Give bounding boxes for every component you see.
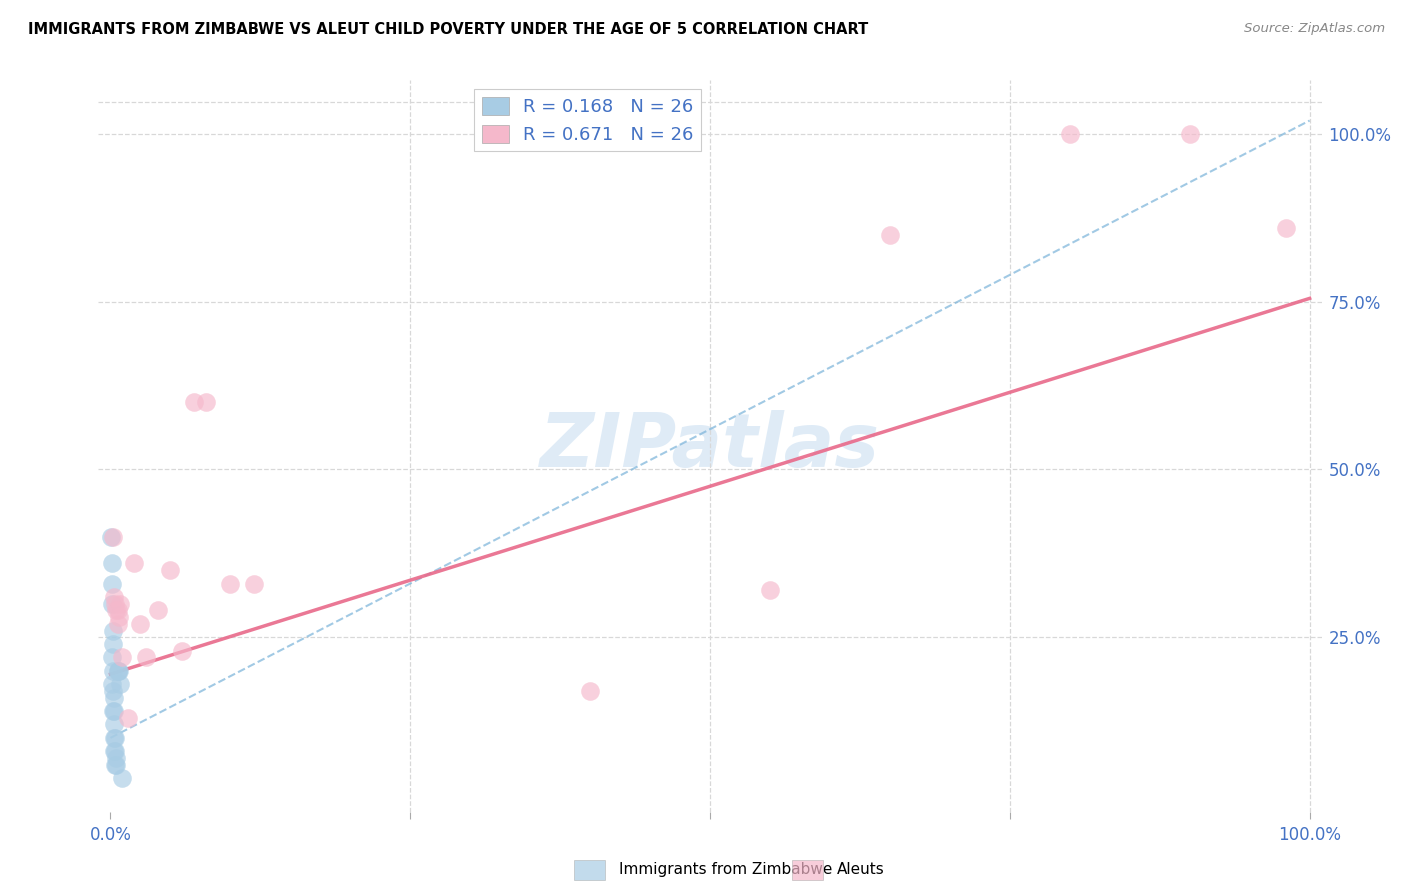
Point xyxy=(100,597,122,611)
Point xyxy=(103,731,125,745)
Point xyxy=(105,751,128,765)
Text: Aleuts: Aleuts xyxy=(837,863,884,877)
Legend: R = 0.168   N = 26, R = 0.671   N = 26: R = 0.168 N = 26, R = 0.671 N = 26 xyxy=(474,89,700,152)
Point xyxy=(108,664,131,678)
Point xyxy=(1178,127,1201,141)
Point xyxy=(172,643,194,657)
Point xyxy=(103,590,125,604)
Point xyxy=(101,530,124,544)
Point xyxy=(195,395,218,409)
Point xyxy=(105,603,128,617)
Point xyxy=(108,597,131,611)
Point xyxy=(103,690,125,705)
Text: ZIPatlas: ZIPatlas xyxy=(540,409,880,483)
Point xyxy=(108,677,131,691)
Text: Source: ZipAtlas.com: Source: ZipAtlas.com xyxy=(1244,22,1385,36)
Point xyxy=(101,704,124,718)
Point xyxy=(105,757,128,772)
Point xyxy=(148,603,170,617)
Point xyxy=(219,576,242,591)
Point xyxy=(104,744,127,758)
Point xyxy=(100,530,122,544)
Point xyxy=(579,684,602,698)
Point xyxy=(103,704,125,718)
Point xyxy=(101,624,124,638)
Text: IMMIGRANTS FROM ZIMBABWE VS ALEUT CHILD POVERTY UNDER THE AGE OF 5 CORRELATION C: IMMIGRANTS FROM ZIMBABWE VS ALEUT CHILD … xyxy=(28,22,869,37)
Point xyxy=(104,731,127,745)
Point xyxy=(107,603,129,617)
Point xyxy=(1059,127,1081,141)
Point xyxy=(101,664,124,678)
Point xyxy=(103,717,125,731)
Point xyxy=(101,637,124,651)
Point xyxy=(107,664,129,678)
Point xyxy=(117,711,139,725)
Point xyxy=(243,576,266,591)
Point xyxy=(104,757,127,772)
Point xyxy=(101,684,124,698)
Point xyxy=(107,616,129,631)
Point xyxy=(183,395,205,409)
Point xyxy=(111,771,134,785)
Text: Immigrants from Zimbabwe: Immigrants from Zimbabwe xyxy=(619,863,832,877)
Point xyxy=(1274,221,1296,235)
Point xyxy=(135,650,157,665)
Point xyxy=(101,650,124,665)
Point xyxy=(759,583,782,598)
Point xyxy=(107,664,129,678)
Point xyxy=(108,610,131,624)
Point xyxy=(100,677,122,691)
Point xyxy=(104,597,127,611)
Point xyxy=(111,650,134,665)
Point xyxy=(159,563,181,577)
Point xyxy=(879,227,901,242)
Point xyxy=(100,557,122,571)
Point xyxy=(129,616,152,631)
Point xyxy=(100,576,122,591)
Point xyxy=(124,557,146,571)
Point xyxy=(103,744,125,758)
